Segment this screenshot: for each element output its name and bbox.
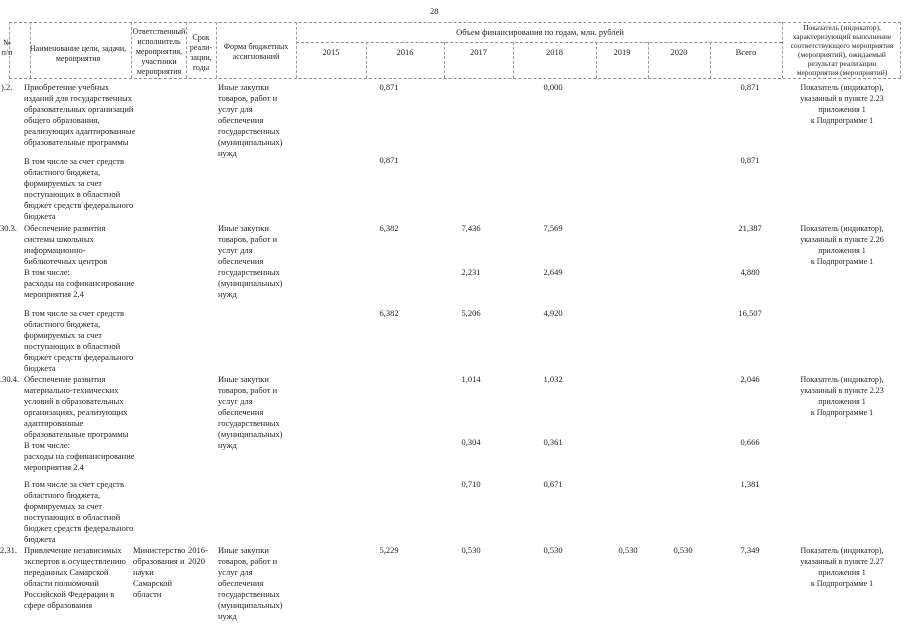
grid-line-name [131, 22, 132, 78]
cofinancing-value-2018: 2,649 [543, 267, 563, 277]
subrow-value-2016: 0,871 [379, 155, 399, 165]
value-2018: 1,032 [543, 374, 563, 384]
cofinancing-value-total: 4,880 [740, 267, 760, 277]
header-year-total: Всего [735, 47, 757, 57]
row-executor: Министерство образования и науки Самарск… [133, 545, 186, 599]
row-indicator: Показатель (индикатор), указанный в пунк… [800, 224, 884, 266]
row-form: Иные закупки товаров, работ и услуг для … [218, 223, 283, 299]
row-form: Иные закупки товаров, работ и услуг для … [218, 374, 283, 450]
row-subrow-name: В том числе за счет средств областного б… [24, 479, 134, 544]
value-total: 0,871 [740, 82, 760, 92]
grid-line-num [30, 22, 31, 78]
row-form: Иные закупки товаров, работ и услуг для … [218, 545, 283, 621]
value-2017: 0,530 [461, 545, 481, 555]
grid-line-2017 [513, 42, 514, 78]
grid-line-executor [186, 22, 187, 78]
value-2020: 0,530 [673, 545, 693, 555]
value-2016: 5,229 [379, 545, 399, 555]
header-cell-executor: Ответственный исполнитель мероприятия, у… [132, 27, 186, 76]
value-total: 7,349 [740, 545, 760, 555]
subrow-value-2017: 5,206 [461, 308, 481, 318]
row-number: 30.3. [0, 223, 17, 233]
grid-line-2015 [366, 42, 367, 78]
cofinancing-value-2017: 0,304 [461, 437, 481, 447]
value-total: 21,387 [738, 223, 762, 233]
value-2017: 1,014 [461, 374, 481, 384]
value-2018: 7,569 [543, 223, 563, 233]
grid-line-right-edge [900, 22, 901, 78]
header-year-2020: 2020 [670, 47, 688, 57]
header-financing-title: Объем финансирования по годам, млн. рубл… [456, 27, 624, 37]
subrow-value-total: 16,507 [738, 308, 762, 318]
row-indicator: Показатель (индикатор), указанный в пунк… [800, 375, 884, 417]
subrow-value-total: 1,381 [740, 479, 760, 489]
header-year-2016: 2016 [396, 47, 414, 57]
header-cell-form: Форма бюджетных ассигнований [223, 42, 289, 61]
value-total: 2,046 [740, 374, 760, 384]
subrow-value-2017: 0,710 [461, 479, 481, 489]
grid-line-term [216, 22, 217, 78]
grid-line-2020 [710, 42, 711, 78]
cofinancing-value-total: 0,666 [740, 437, 760, 447]
row-subrow-name: В том числе за счет средств областного б… [24, 156, 134, 221]
subrow-value-2018: 4,920 [543, 308, 563, 318]
grid-line-left-edge [9, 22, 10, 78]
value-2017: 7,436 [461, 223, 481, 233]
header-year-2017: 2017 [470, 47, 487, 57]
grid-line-2016 [444, 42, 445, 78]
grid-line-2018 [596, 42, 597, 78]
header-year-2018: 2018 [546, 47, 563, 57]
header-year-2015: 2015 [322, 47, 340, 57]
row-name: Приобретение учебных изданий для государ… [24, 82, 136, 147]
value-2019: 0,530 [618, 545, 638, 555]
financing-divider-line [296, 42, 782, 43]
row-name: Обеспечение развития системы школьных ин… [24, 223, 108, 266]
row-name: Обеспечение развития материально-техниче… [24, 374, 129, 439]
cofinancing-value-2018: 0,361 [543, 437, 563, 447]
row-term: 2016- 2020 [188, 545, 208, 566]
row-number: ).2. [1, 82, 13, 92]
row-subrow-name: В том числе за счет средств областного б… [24, 308, 134, 373]
subrow-value-2018: 0,671 [543, 479, 563, 489]
grid-line-total [782, 22, 783, 78]
row-form: Иные закупки товаров, работ и услуг для … [218, 82, 283, 158]
grid-line-2019 [648, 42, 649, 78]
value-2016: 0,871 [379, 82, 399, 92]
row-indicator: Показатель (индикатор), указанный в пунк… [800, 83, 884, 125]
header-cell-name: Наименование цели, задачи, мероприятия [29, 44, 127, 63]
subrow-value-2016: 6,382 [379, 308, 399, 318]
grid-line-form [296, 22, 297, 78]
value-2018: 0,530 [543, 545, 563, 555]
page-number: 28 [430, 6, 439, 16]
subrow-value-total: 0,871 [740, 155, 760, 165]
value-2016: 6,382 [379, 223, 399, 233]
row-cofinancing-note: В том числе: расходы на софинансирование… [24, 440, 135, 472]
header-bottom-border [9, 78, 901, 79]
header-year-2019: 2019 [613, 47, 631, 57]
value-2018: 0,000 [543, 82, 563, 92]
cofinancing-value-2017: 2,231 [461, 267, 481, 277]
row-number: .30.4. [0, 374, 20, 384]
row-name: Привлечение независимых экспертов к осущ… [24, 545, 126, 610]
header-cell-indicator: Показатель (индикатор), характеризующий … [790, 23, 894, 77]
header-cell-term: Срок реали- зации, годы [189, 33, 213, 72]
table-top-border [9, 22, 901, 23]
row-cofinancing-note: В том числе: расходы на софинансирование… [24, 267, 135, 299]
row-indicator: Показатель (индикатор), указанный в пунк… [800, 546, 884, 588]
row-number: 2.31. [0, 545, 17, 555]
header-cell-num: № п/п [1, 38, 13, 57]
